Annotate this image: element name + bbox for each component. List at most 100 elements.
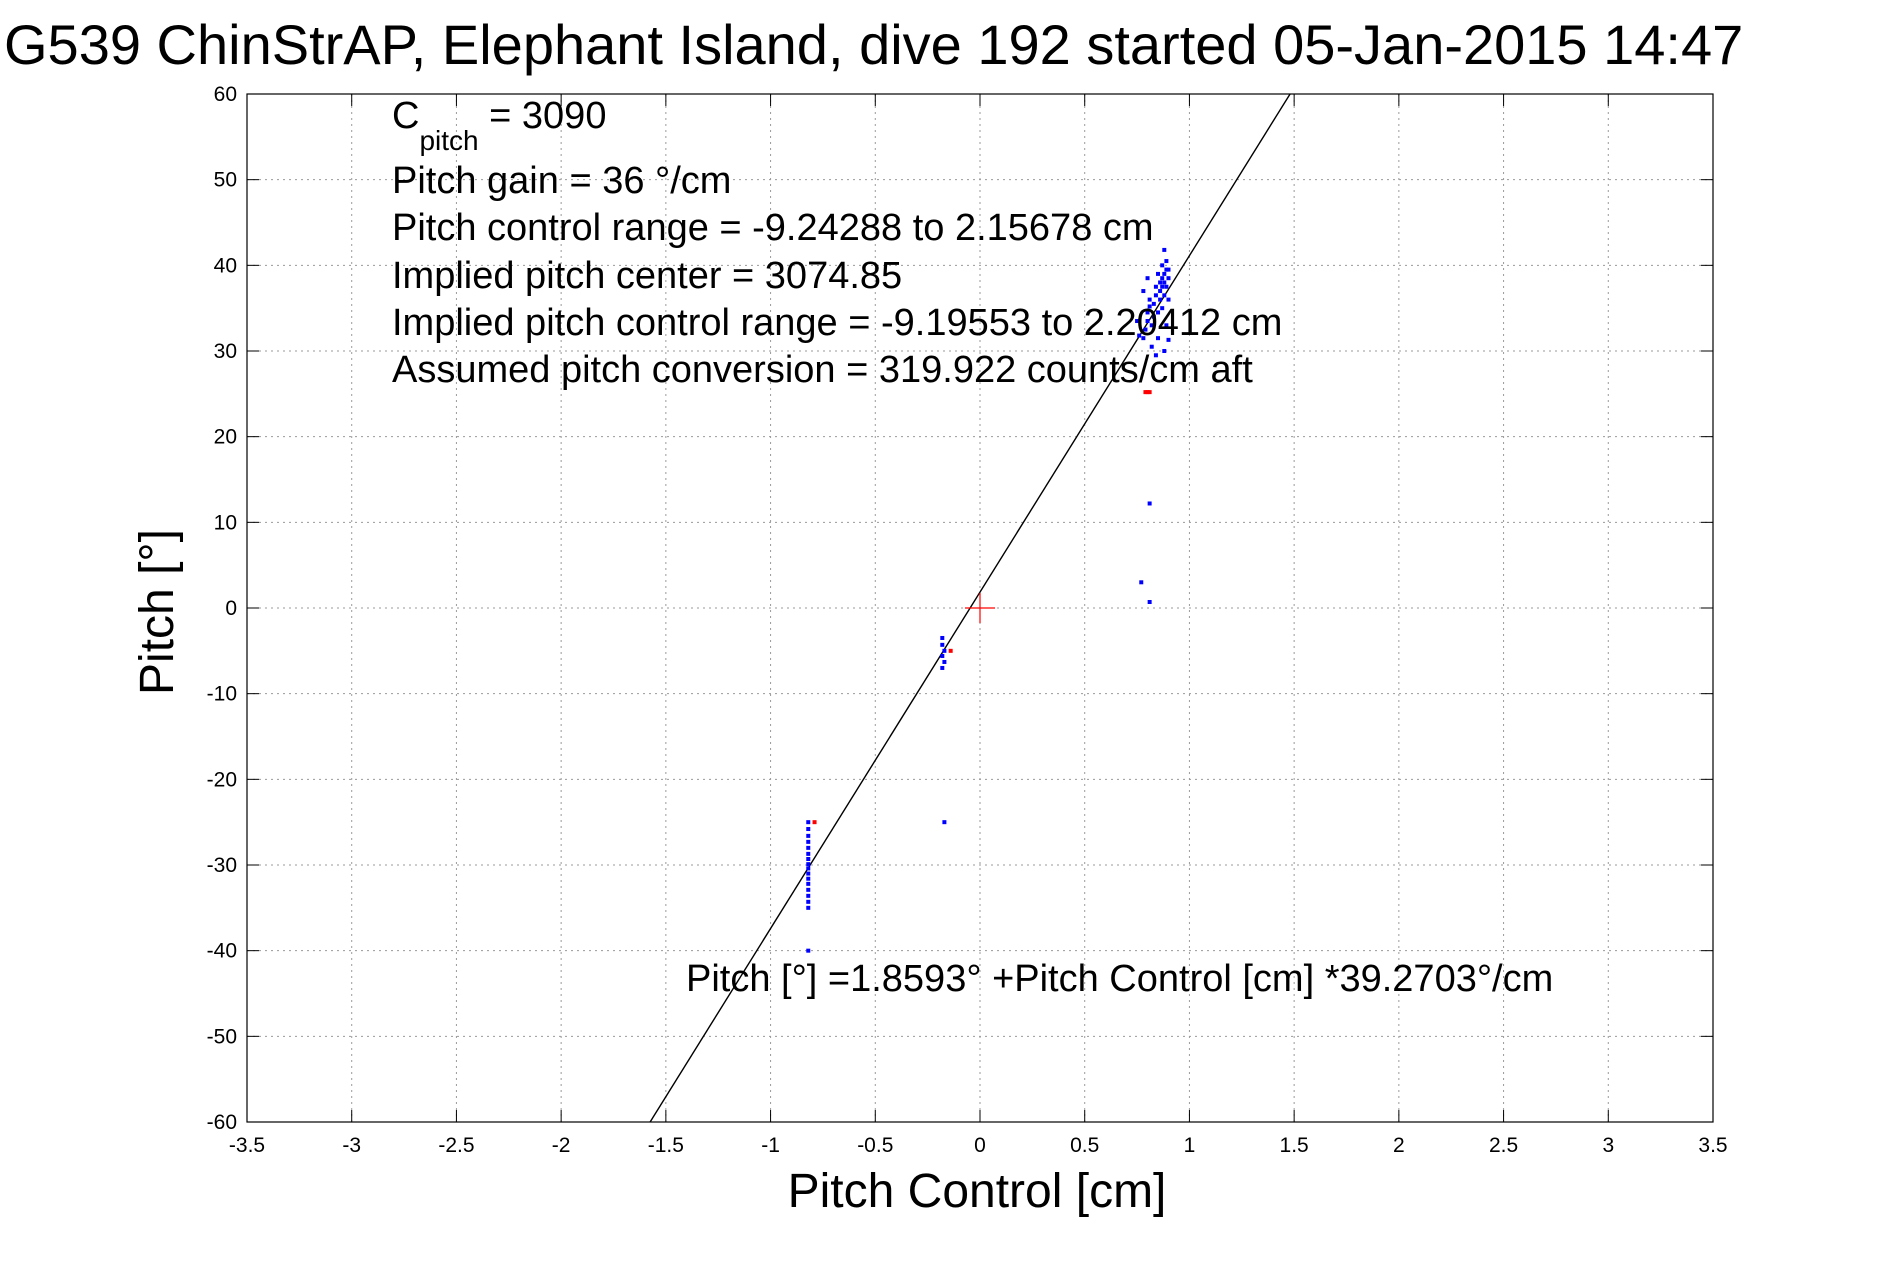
data-point: [1158, 289, 1163, 294]
data-point: [1151, 301, 1156, 306]
data-point: [1156, 310, 1161, 315]
y-tick-label: -60: [207, 1111, 237, 1134]
data-point: [1162, 349, 1167, 353]
data-point: [806, 866, 811, 871]
x-tick-label: 0: [974, 1134, 986, 1157]
y-tick-label: 40: [214, 254, 237, 277]
annotation-line: Pitch control range = -9.24288 to 2.1567…: [392, 207, 1154, 249]
x-tick-label: 3.5: [1698, 1134, 1727, 1157]
data-point: [1149, 323, 1154, 328]
data-point: [806, 827, 811, 832]
data-point: [1162, 271, 1167, 276]
plot-area: [649, 93, 1291, 1123]
c-pitch-subscript: pitch: [419, 125, 478, 156]
x-tick-label: 3: [1602, 1134, 1614, 1157]
y-tick-label: -50: [207, 1025, 237, 1048]
data-point: [806, 851, 811, 856]
data-point: [1147, 390, 1152, 395]
data-point: [940, 665, 945, 670]
x-tick-label: -2: [552, 1134, 571, 1157]
data-point: [948, 648, 953, 653]
x-tick-label: -3: [342, 1134, 361, 1157]
y-tick-label: 0: [225, 597, 237, 620]
data-point: [1166, 337, 1171, 342]
data-point: [1147, 297, 1152, 302]
x-axis-title: Pitch Control [cm]: [788, 1165, 1167, 1218]
data-point: [806, 887, 811, 892]
data-point: [1147, 304, 1152, 309]
data-point: [1145, 319, 1150, 324]
data-point: [1141, 336, 1146, 341]
y-tick-label: -30: [207, 854, 237, 877]
data-point: [806, 845, 811, 850]
data-point: [1145, 276, 1150, 281]
data-point: [1162, 293, 1167, 298]
data-point: [940, 635, 945, 640]
data-point: [806, 871, 811, 876]
data-point: [942, 820, 947, 825]
data-points: [806, 247, 1171, 953]
data-point: [1164, 267, 1169, 272]
data-point: [806, 881, 811, 886]
x-tick-label: -1: [761, 1134, 780, 1157]
x-tick-label: 1.5: [1280, 1134, 1309, 1157]
data-point: [1158, 280, 1163, 285]
data-point: [1147, 600, 1152, 605]
center-marker: [965, 593, 995, 623]
data-point: [1166, 276, 1171, 281]
data-point: [1147, 501, 1152, 506]
data-point: [1160, 306, 1165, 311]
data-point: [1145, 390, 1150, 395]
data-point: [1145, 310, 1150, 315]
x-tick-label: -3.5: [229, 1134, 265, 1157]
data-point: [1153, 284, 1158, 289]
data-point: [940, 642, 945, 647]
data-point: [1158, 297, 1163, 302]
data-point: [1143, 390, 1148, 395]
x-tick-label: 0.5: [1070, 1134, 1099, 1157]
y-axis-title: Pitch [°]: [131, 529, 184, 695]
y-tick-label: 30: [214, 340, 237, 363]
data-point: [942, 659, 947, 664]
annotation-line: Implied pitch center = 3074.85: [392, 255, 902, 297]
data-point: [1166, 297, 1171, 302]
data-point: [1160, 263, 1165, 268]
fit-equation-label: Pitch [°] =1.8593° +Pitch Control [cm] *…: [686, 958, 1553, 1000]
data-point: [1156, 336, 1161, 341]
x-tick-label: 2: [1393, 1134, 1405, 1157]
data-point: [806, 862, 811, 867]
y-tick-label: -20: [207, 768, 237, 791]
c-pitch-symbol: C: [392, 95, 419, 137]
x-tick-label: -2.5: [438, 1134, 474, 1157]
x-tick-label: 1: [1184, 1134, 1196, 1157]
annotations: Pitch gain = 36 °/cm Pitch control range …: [392, 160, 1282, 391]
data-point: [1137, 333, 1142, 338]
data-point: [812, 820, 817, 825]
data-point: [806, 833, 811, 838]
data-point: [1162, 247, 1167, 252]
data-point: [806, 948, 811, 953]
c-pitch-value: = 3090: [479, 95, 607, 137]
data-point: [940, 653, 945, 658]
data-point: [1135, 319, 1140, 324]
data-point: [806, 905, 811, 910]
c-pitch-annotation: Cpitch = 3090: [392, 95, 606, 156]
data-point: [1162, 280, 1167, 285]
x-tick-labels: -3.5 -3 -2.5 -2 -1.5 -1 -0.5 0 0.5 1 1.5 2 2.5 3 3.5: [229, 1134, 1728, 1157]
data-point: [1149, 344, 1154, 349]
data-point: [806, 899, 811, 904]
data-point: [806, 839, 811, 844]
y-tick-label: 50: [214, 169, 237, 192]
data-point: [1166, 267, 1171, 272]
x-tick-label: 2.5: [1489, 1134, 1518, 1157]
annotation-line: Implied pitch control range = -9.19553 t…: [392, 302, 1282, 344]
data-point: [1153, 293, 1158, 298]
data-point: [806, 876, 811, 881]
data-point: [1164, 284, 1169, 289]
data-point: [806, 820, 811, 825]
axis-ticks: [246, 93, 1714, 1123]
y-tick-label: -10: [207, 683, 237, 706]
annotation-line: Pitch gain = 36 °/cm: [392, 160, 731, 202]
